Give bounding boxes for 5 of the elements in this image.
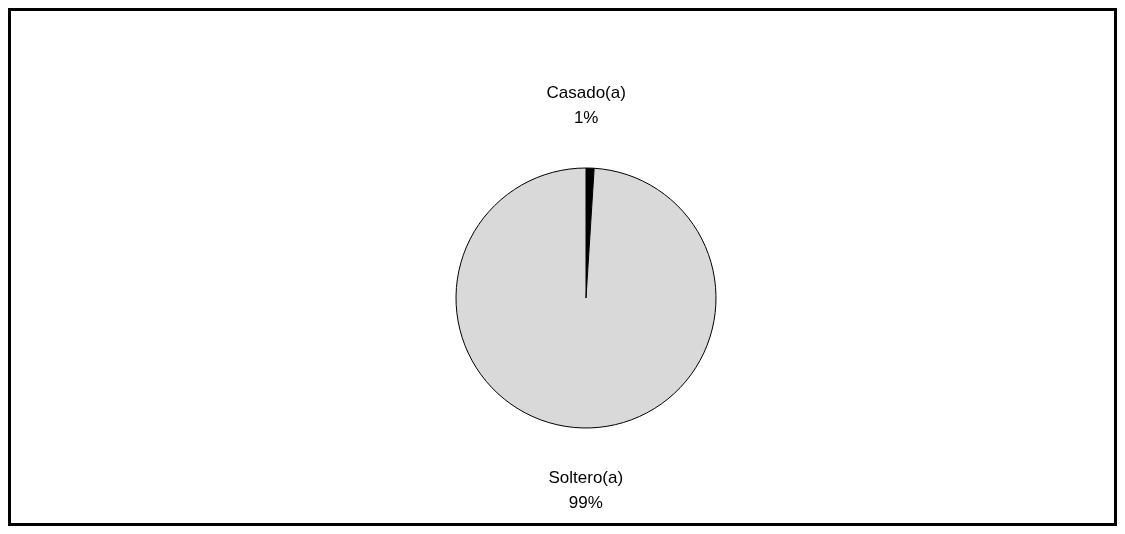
slice-label: Casado(a) [546, 83, 626, 103]
pie-slice [455, 167, 717, 429]
slice-label: Soltero(a) [548, 467, 624, 487]
data-label: 1% [573, 108, 599, 128]
data-label: 99% [568, 492, 603, 512]
